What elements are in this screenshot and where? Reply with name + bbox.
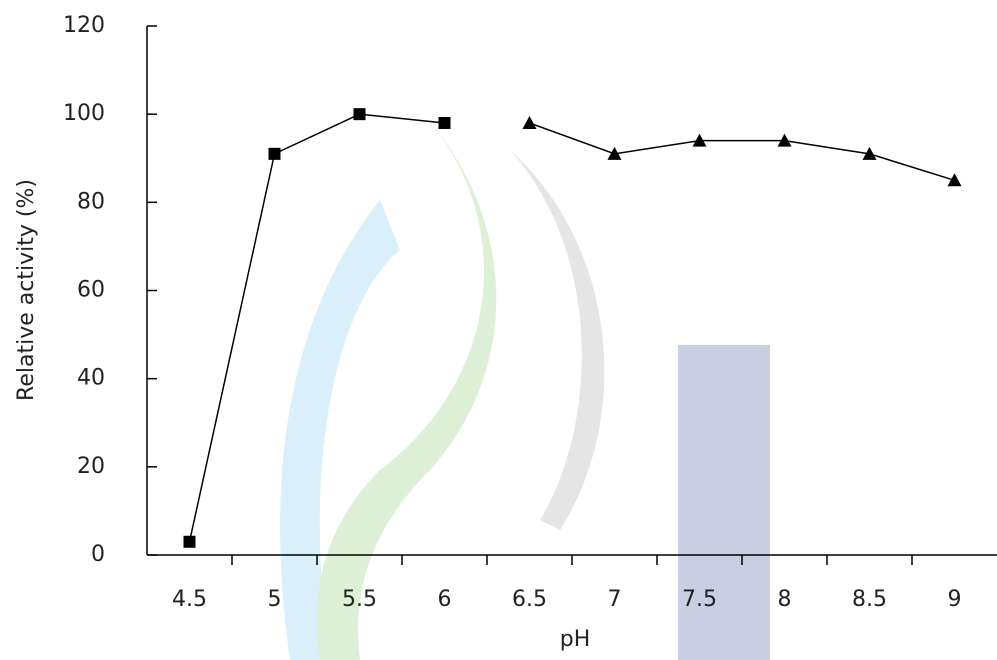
y-tick-label: 60 <box>77 278 105 303</box>
series-line <box>529 122 955 182</box>
x-tick-label: 6.5 <box>512 587 547 612</box>
x-axis-label: pH <box>560 627 591 652</box>
y-tick-label: 80 <box>77 189 105 214</box>
x-tick-label: 5 <box>268 587 282 612</box>
x-tick-label: 7.5 <box>682 587 717 612</box>
x-tick-label: 6 <box>438 587 452 612</box>
marker <box>777 133 792 147</box>
x-tick-label: 8 <box>778 587 792 612</box>
x-tick-label: 5.5 <box>342 587 377 612</box>
y-tick-label: 0 <box>91 542 105 567</box>
marker <box>438 116 451 129</box>
y-tick-label: 20 <box>77 454 105 479</box>
marker <box>607 146 622 160</box>
marker <box>862 146 877 160</box>
x-tick-label: 4.5 <box>172 587 207 612</box>
watermark <box>280 110 770 660</box>
marker <box>353 108 366 121</box>
marker <box>947 173 962 187</box>
y-tick-label: 120 <box>63 13 105 38</box>
x-tick-label: 7 <box>608 587 622 612</box>
series-line <box>188 113 445 542</box>
marker <box>692 133 707 147</box>
marker <box>183 535 196 548</box>
y-tick-label: 100 <box>63 101 105 126</box>
marker <box>522 115 537 129</box>
y-tick-label: 40 <box>77 366 105 391</box>
y-axis-label: Relative activity (%) <box>14 179 39 401</box>
x-tick-label: 9 <box>948 587 962 612</box>
marker <box>268 147 281 160</box>
x-tick-label: 8.5 <box>852 587 887 612</box>
